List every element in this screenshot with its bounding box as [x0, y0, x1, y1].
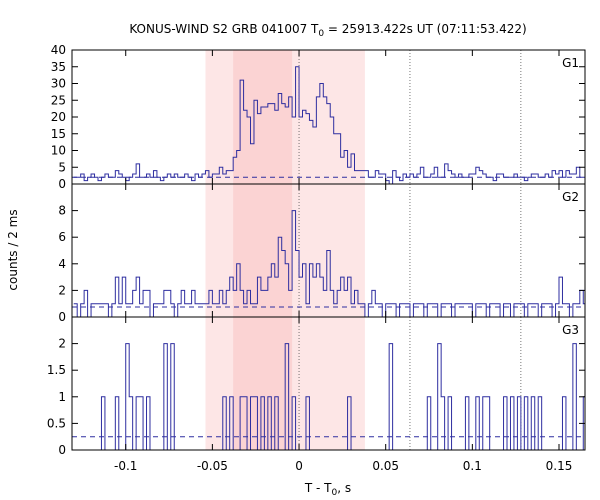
panel-g1-ytick-label-2: 10	[51, 144, 66, 158]
panel-g3: 0 0.5 1 1.5 2 G3	[47, 316, 586, 457]
x-axis-label: T - T0, s	[304, 481, 351, 498]
panel-g1-ytick-label-8: 40	[51, 43, 66, 57]
panel-g2-histogram	[73, 210, 585, 318]
chart-title: KONUS-WIND S2 GRB 041007 T0 = 25913.422s…	[129, 22, 526, 39]
plot-area: 0 5 10 15 20 25 30 35 40 G1 0 2 4 6 8 G2 0 0.5 1 1.5 2 G3 -0.1…	[47, 43, 586, 473]
panel-g1-ytick-label-3: 15	[51, 127, 66, 141]
panel-g1-ytick-label-0: 0	[58, 177, 66, 191]
x-tick-label-1: -0.05	[197, 459, 228, 473]
panel-g1-ytick-label-1: 5	[58, 160, 66, 174]
panel-g3-ytick-label-2: 1	[58, 390, 66, 404]
x-tick-label-0: -0.1	[114, 459, 137, 473]
panel-g3-ytick-label-1: 0.5	[47, 416, 66, 430]
x-tick-label-5: 0.15	[546, 459, 573, 473]
panel-g1-ytick-label-7: 35	[51, 60, 66, 74]
panel-g1-ytick-label-5: 25	[51, 93, 66, 107]
x-tick-label-4: 0.1	[463, 459, 482, 473]
panel-g3-ytick-label-0: 0	[58, 443, 66, 457]
x-tick-label-2: 0	[295, 459, 303, 473]
panel-g1-label: G1	[562, 56, 579, 70]
panel-g2-ytick-label-1: 2	[58, 283, 66, 297]
panel-g3-ytick-label-4: 2	[58, 337, 66, 351]
panel-g1-ytick-label-4: 20	[51, 110, 66, 124]
y-axis-label: counts / 2 ms	[6, 209, 20, 290]
panel-g2-ytick-label-3: 6	[58, 230, 66, 244]
panel-g1-histogram	[73, 66, 585, 185]
x-tick-label-3: 0.05	[372, 459, 399, 473]
panel-g2-ytick-label-0: 0	[58, 310, 66, 324]
panel-g3-label: G3	[562, 323, 579, 337]
panel-g1-ytick-label-6: 30	[51, 77, 66, 91]
panel-g3-ytick-label-3: 1.5	[47, 363, 66, 377]
panel-g3-frame	[71, 316, 586, 451]
panel-g2-label: G2	[562, 190, 579, 204]
panel-g2-ytick-label-2: 4	[58, 257, 66, 271]
panel-g2-ytick-label-4: 8	[58, 204, 66, 218]
